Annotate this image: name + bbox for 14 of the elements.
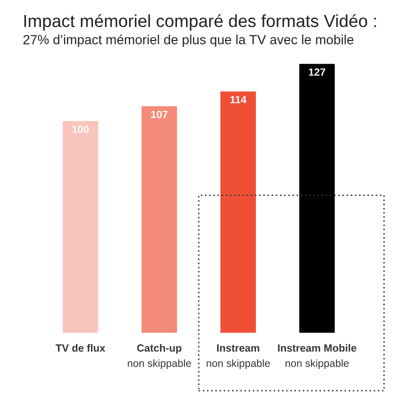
x-tick-label: Catch-up non skippable: [128, 344, 191, 370]
data-label: 100: [72, 126, 89, 133]
bar: [142, 106, 178, 333]
chart-title: Impact mémoriel comparé des formats Vidéo :: [24, 14, 376, 31]
x-tick-label: TV de flux: [56, 344, 106, 352]
bar: [62, 121, 98, 333]
bar: [299, 64, 335, 333]
x-tick-label: Instream Mobile non skippable: [278, 344, 356, 370]
data-label: 127: [308, 68, 326, 76]
data-label: 107: [151, 110, 168, 118]
chart-subtitle: 27% d’impact mémoriel de plus que la TV avec le mobile: [23, 34, 354, 47]
data-label: 114: [230, 96, 246, 104]
x-tick-label: Instream non skippable: [206, 344, 270, 370]
bar: [220, 91, 256, 333]
